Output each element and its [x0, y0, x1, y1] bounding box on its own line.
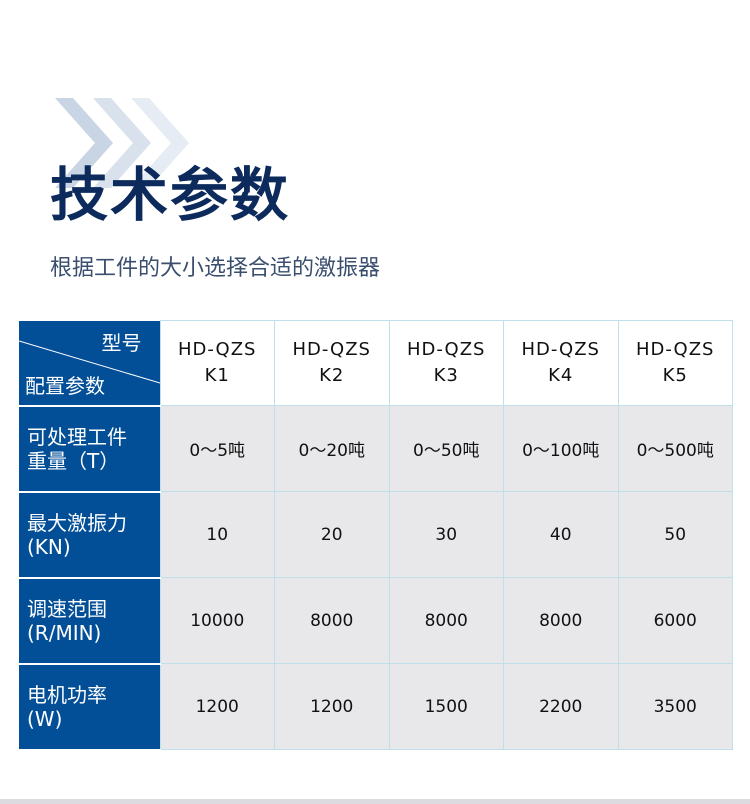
table-cell: 40: [503, 491, 619, 578]
corner-param-label: 配置参数: [25, 373, 105, 398]
table-row: 调速范围 (R/MIN) 10000 8000 8000 8000 6000: [19, 577, 733, 665]
model-header: HD-QZS K1: [159, 320, 275, 406]
table-cell: 1200: [274, 663, 390, 750]
table-cell: 0～100吨: [503, 405, 619, 492]
table-cell: 10: [159, 491, 275, 578]
corner-model-label: 型号: [101, 330, 142, 355]
table-header-row: 型号 配置参数 HD-QZS K1 HD-QZS K2 HD-QZS K3 HD-QZ…: [19, 320, 733, 407]
row-label: 最大激振力 (KN): [19, 491, 160, 579]
diagonal-divider: [19, 340, 160, 383]
row-label: 可处理工件 重量（T）: [19, 405, 160, 493]
model-header: HD-QZS K2: [274, 320, 390, 406]
table-cell: 8000: [388, 577, 504, 664]
model-name: HD-QZS: [521, 339, 600, 360]
row-label-line1: 电机功率: [27, 682, 107, 707]
table-cell: 0～20吨: [274, 405, 390, 492]
model-name: HD-QZS: [636, 339, 715, 360]
table-cell: 50: [617, 491, 733, 578]
spec-table: 型号 配置参数 HD-QZS K1 HD-QZS K2 HD-QZS K3 HD-QZ…: [19, 320, 733, 751]
row-label-line2: 重量（T）: [27, 448, 120, 473]
bottom-divider: [0, 799, 750, 804]
table-cell: 2200: [503, 663, 619, 750]
table-row: 电机功率 (W) 1200 1200 1500 2200 3500: [19, 663, 733, 751]
model-suffix: K2: [319, 365, 345, 386]
page-subtitle: 根据工件的大小选择合适的激振器: [50, 256, 381, 281]
model-suffix: K1: [204, 365, 230, 386]
model-header: HD-QZS K5: [617, 320, 733, 406]
table-row: 可处理工件 重量（T） 0～5吨 0～20吨 0～50吨 0～100吨 0～500吨: [19, 405, 733, 493]
row-label-line2: (KN): [27, 534, 71, 559]
table-cell: 1200: [159, 663, 275, 750]
table-cell: 6000: [617, 577, 733, 664]
row-label: 调速范围 (R/MIN): [19, 577, 160, 665]
model-suffix: K5: [662, 365, 688, 386]
row-label-line2: (W): [27, 706, 63, 731]
row-label: 电机功率 (W): [19, 663, 160, 751]
model-suffix: K4: [548, 365, 574, 386]
table-cell: 10000: [159, 577, 275, 664]
table-cell: 30: [388, 491, 504, 578]
table-cell: 0～500吨: [617, 405, 733, 492]
table-cell: 0～50吨: [388, 405, 504, 492]
row-label-line1: 调速范围: [27, 596, 107, 621]
model-name: HD-QZS: [178, 339, 257, 360]
corner-cell: 型号 配置参数: [19, 320, 160, 407]
model-header: HD-QZS K4: [503, 320, 619, 406]
table-row: 最大激振力 (KN) 10 20 30 40 50: [19, 491, 733, 579]
model-suffix: K3: [433, 365, 459, 386]
row-label-line1: 可处理工件: [27, 424, 127, 449]
table-cell: 20: [274, 491, 390, 578]
model-header: HD-QZS K3: [388, 320, 504, 406]
table-cell: 0～5吨: [159, 405, 275, 492]
chevron-right-icon: [55, 98, 113, 188]
table-cell: 8000: [503, 577, 619, 664]
table-cell: 8000: [274, 577, 390, 664]
chevron-right-icon: [93, 98, 151, 188]
table-cell: 3500: [617, 663, 733, 750]
table-cell: 1500: [388, 663, 504, 750]
model-name: HD-QZS: [292, 339, 371, 360]
chevron-right-icon: [131, 98, 189, 188]
row-label-line2: (R/MIN): [27, 620, 102, 645]
row-label-line1: 最大激振力: [27, 510, 127, 535]
model-name: HD-QZS: [407, 339, 486, 360]
page-title: 技术参数: [50, 161, 291, 229]
